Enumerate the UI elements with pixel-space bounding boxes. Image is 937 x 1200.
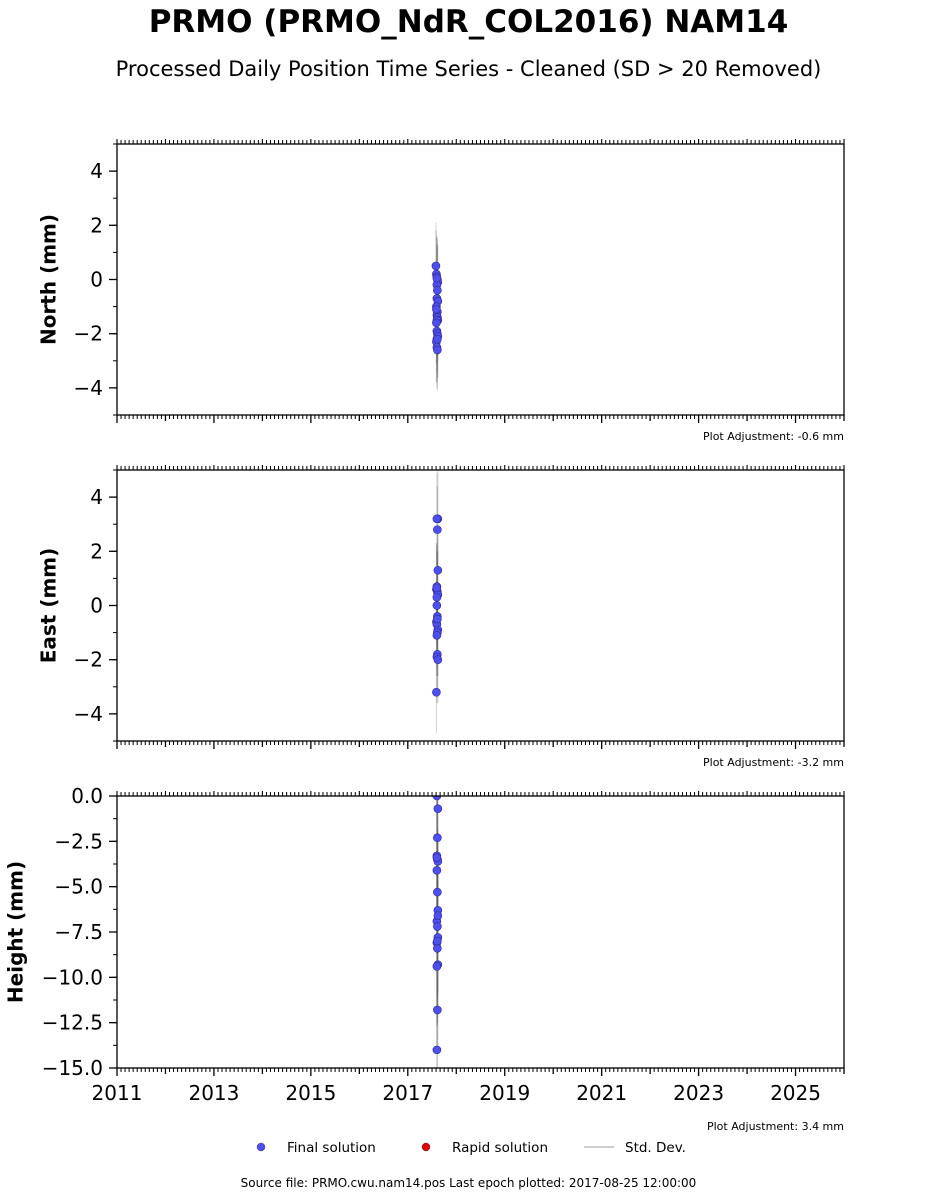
plot-region: [431, 222, 443, 391]
final-solution-point: [433, 345, 442, 355]
plot-region: [432, 470, 443, 733]
plot-adjustment-note: Plot Adjustment: 3.4 mm: [707, 1120, 844, 1133]
x-tick-label: 2013: [188, 1081, 239, 1105]
legend-label: Final solution: [287, 1140, 376, 1156]
final-solution-point: [433, 911, 443, 920]
final-solution-point: [431, 261, 441, 271]
page-title: PRMO (PRMO_NdR_COL2016) NAM14: [148, 4, 789, 40]
final-solution-point: [432, 305, 441, 314]
y-tick-label: −15.0: [42, 1056, 103, 1080]
plot-frame: [116, 795, 845, 1069]
legend-marker-final: [256, 1142, 266, 1152]
y-axis-label: North (mm): [37, 214, 61, 345]
x-tick-label: 2019: [479, 1081, 530, 1105]
y-tick-label: 2: [90, 539, 103, 563]
y-tick-label: −12.5: [42, 1011, 103, 1035]
y-tick-label: −2.5: [54, 829, 103, 853]
final-solution-point: [433, 655, 443, 665]
x-tick-label: 2023: [673, 1081, 724, 1105]
final-solution-point: [432, 687, 441, 697]
final-solution-point: [432, 631, 442, 640]
final-solution-point: [433, 614, 442, 624]
plot-adjustment-note: Plot Adjustment: -3.2 mm: [703, 756, 844, 769]
y-tick-label: 4: [90, 159, 103, 183]
panel-east: 4 2 0 −2 −4 East (mm) Plot Adjustment: -3.2 mm: [37, 465, 845, 769]
y-tick-label: 0.0: [71, 784, 103, 808]
final-solution-point: [433, 804, 443, 813]
final-solution-point: [432, 601, 442, 610]
source-note: Source file: PRMO.cwu.nam14.pos Last epo…: [240, 1176, 697, 1190]
final-solution-point: [432, 796, 442, 801]
y-tick-label: −5.0: [54, 875, 103, 899]
plot-frame: [116, 143, 845, 416]
legend-label: Rapid solution: [452, 1140, 548, 1156]
panel-north: 4 2 0 −2 −4 North (mm) Plot Adjustment: -0.6 m…: [37, 139, 845, 443]
x-tick-label: 2011: [92, 1081, 143, 1105]
y-tick-label: 0: [90, 594, 103, 618]
x-tick-label: 2015: [285, 1081, 336, 1105]
page-subtitle: Processed Daily Position Time Series - C…: [115, 57, 822, 81]
y-tick-label: −4: [74, 702, 103, 726]
legend: Final solution Rapid solution Std. Dev.: [256, 1140, 686, 1156]
final-solution-point: [433, 922, 442, 931]
y-axis-label: Height (mm): [4, 861, 28, 1003]
x-tick-label: 2017: [382, 1081, 433, 1105]
plot-adjustment-note: Plot Adjustment: -0.6 mm: [703, 430, 844, 443]
final-solution-point: [432, 273, 442, 283]
final-solution-point: [432, 866, 442, 875]
y-tick-label: −2: [74, 648, 103, 672]
final-solution-point: [432, 514, 442, 524]
x-tick-label: 2025: [770, 1081, 821, 1105]
final-solution-point: [433, 833, 442, 843]
y-tick-label: 4: [90, 485, 103, 509]
final-solution-point: [433, 525, 442, 534]
final-solution-point: [432, 593, 442, 602]
final-solution-point: [432, 318, 441, 328]
y-axis-label: East (mm): [37, 548, 61, 664]
y-tick-label: −10.0: [42, 965, 103, 989]
final-solution-point: [433, 334, 442, 344]
final-solution-point: [433, 944, 442, 953]
final-solution-point: [432, 962, 442, 971]
final-solution-point: [433, 887, 442, 897]
final-solution-point: [432, 583, 442, 593]
final-solution-point: [433, 1005, 442, 1015]
final-solution-point: [433, 936, 442, 946]
x-tick-label: 2021: [576, 1081, 627, 1105]
final-solution-point: [432, 1045, 442, 1055]
y-tick-label: −7.5: [54, 920, 103, 944]
legend-marker-rapid: [421, 1142, 431, 1152]
final-solution-point: [433, 565, 443, 575]
plot-region: [432, 796, 443, 1068]
final-solution-point: [432, 853, 442, 862]
y-tick-label: −2: [74, 322, 103, 346]
panel-height: 2011 2013 2015 2017 2019 2021 2023 2025 0.0 −2.5 −…: [4, 784, 845, 1133]
plot-frame: [116, 469, 845, 742]
y-tick-label: 2: [90, 213, 103, 237]
y-tick-label: 0: [90, 268, 103, 292]
legend-label: Std. Dev.: [625, 1140, 686, 1156]
final-solution-point: [433, 286, 442, 295]
y-tick-label: −4: [74, 376, 103, 400]
